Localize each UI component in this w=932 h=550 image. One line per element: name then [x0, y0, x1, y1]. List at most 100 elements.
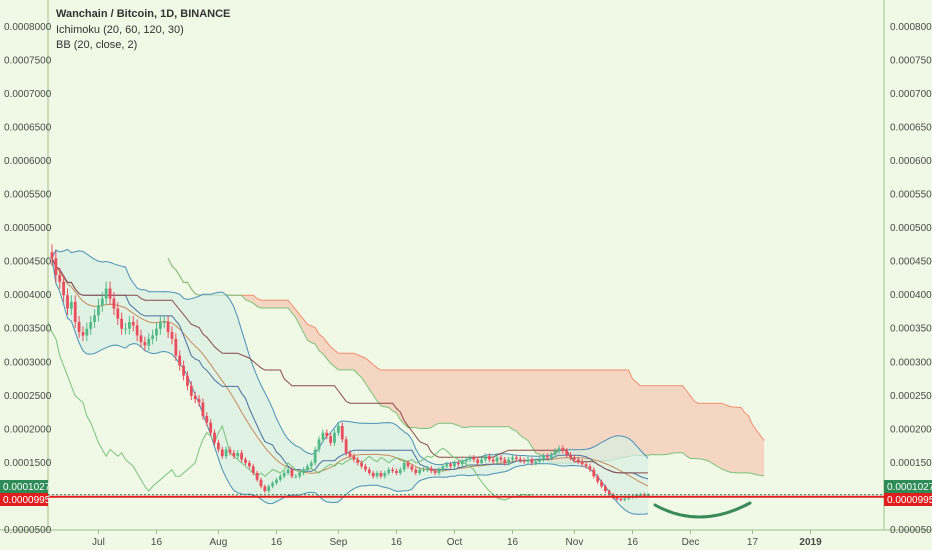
candle-body: [495, 457, 499, 462]
candle-body: [360, 462, 363, 467]
bb-fill: [52, 249, 648, 515]
candle-body: [480, 459, 483, 463]
candle-body: [604, 486, 607, 492]
candle-body: [69, 301, 73, 309]
candle-body: [580, 461, 584, 465]
svg-text:0.0000995: 0.0000995: [887, 495, 932, 506]
candle-body: [468, 457, 472, 460]
candle-body: [398, 469, 402, 473]
candle-body: [619, 499, 623, 501]
candle-body: [81, 332, 85, 336]
candle-body: [573, 457, 576, 460]
candle-body: [441, 466, 445, 470]
chikou-span: [47, 321, 532, 501]
x-tick-label: Aug: [210, 537, 228, 548]
candle-body: [464, 459, 468, 462]
y-tick-label-left: 0.0007000: [4, 89, 52, 100]
y-tick-label-left: 0.0006500: [4, 122, 52, 133]
candle-body: [124, 328, 127, 330]
y-tick-label-right: 0.0007500: [890, 55, 932, 66]
candle-body: [317, 439, 321, 450]
y-tick-label-right: 0.0006000: [890, 156, 932, 167]
candle-body: [429, 468, 433, 471]
candle-body: [507, 459, 511, 463]
candle-body: [58, 275, 62, 282]
candle-body: [511, 457, 514, 460]
candle-body: [166, 322, 170, 333]
candle-body: [135, 325, 139, 336]
candle-body: [263, 486, 267, 492]
y-tick-label-left: 0.0007500: [4, 55, 52, 66]
y-tick-label-left: 0.0001500: [4, 458, 52, 469]
candle-body: [487, 456, 491, 460]
candle-body: [186, 375, 189, 386]
candle-body: [294, 476, 298, 478]
y-tick-label-left: 0.0005000: [4, 223, 52, 234]
indicator-bb-label[interactable]: BB (20, close, 2): [56, 39, 137, 51]
candle-body: [634, 495, 638, 497]
candle-body: [139, 335, 143, 343]
candle-body: [77, 322, 81, 333]
candle-body: [456, 462, 460, 465]
candle-body: [530, 459, 534, 463]
candle-body: [220, 449, 224, 457]
y-tick-label-right: 0.0002500: [890, 391, 932, 402]
candle-body: [278, 476, 282, 480]
candle-body: [290, 469, 294, 477]
candle-body: [453, 462, 456, 467]
bb-lower: [51, 258, 649, 515]
candle-body: [410, 466, 414, 470]
candle-body: [627, 497, 631, 499]
y-tick-label-left: 0.0005500: [4, 190, 52, 201]
x-tick-label: 16: [391, 537, 403, 548]
candle-body: [600, 481, 603, 487]
candle-body: [484, 456, 487, 460]
candle-body: [201, 402, 205, 416]
svg-text:0.0001027: 0.0001027: [887, 482, 932, 493]
y-tick-label-right: 0.0002000: [890, 424, 932, 435]
y-tick-label-left: 0.0004500: [4, 257, 52, 268]
candle-body: [205, 415, 209, 423]
candle-body: [224, 449, 228, 457]
candle-body: [549, 454, 553, 458]
y-tick-label-left: 0.0000500: [4, 525, 52, 536]
candle-body: [379, 472, 383, 477]
svg-text:0.0001027: 0.0001027: [3, 482, 51, 493]
indicator-ichimoku-label[interactable]: Ichimoku (20, 60, 120, 30): [56, 24, 184, 36]
candle-body: [565, 450, 569, 455]
candle-body: [607, 491, 611, 495]
y-tick-label-right: 0.0007000: [890, 89, 932, 100]
candle-body: [515, 457, 518, 459]
candle-body: [158, 322, 162, 329]
candlesticks: [50, 244, 650, 502]
x-tick-label: Sep: [329, 537, 347, 548]
candle-body: [387, 469, 391, 473]
candle-body: [131, 322, 135, 326]
candle-body: [147, 338, 151, 346]
x-tick-label: 16: [627, 537, 639, 548]
candle-body: [120, 318, 124, 329]
candle-body: [298, 472, 302, 477]
bb-upper: [51, 248, 649, 466]
candle-body: [623, 498, 627, 500]
y-tick-label-right: 0.0004500: [890, 257, 932, 268]
kijun-line: [51, 258, 648, 474]
candle-body: [162, 322, 166, 324]
candle-body: [433, 470, 437, 473]
candle-body: [561, 448, 565, 451]
candle-body: [189, 385, 193, 396]
candle-body: [542, 456, 545, 460]
candle-body: [491, 459, 495, 462]
candle-body: [425, 468, 429, 470]
candle-body: [336, 426, 340, 433]
candle-body: [271, 483, 274, 487]
candle-body: [553, 450, 557, 455]
candle-body: [325, 432, 329, 437]
candle-body: [170, 332, 174, 339]
candle-body: [193, 395, 197, 400]
candle-body: [406, 462, 410, 467]
senkou-span-a: [167, 258, 765, 477]
candle-body: [367, 469, 371, 473]
y-tick-label-right: 0.0005500: [890, 190, 932, 201]
